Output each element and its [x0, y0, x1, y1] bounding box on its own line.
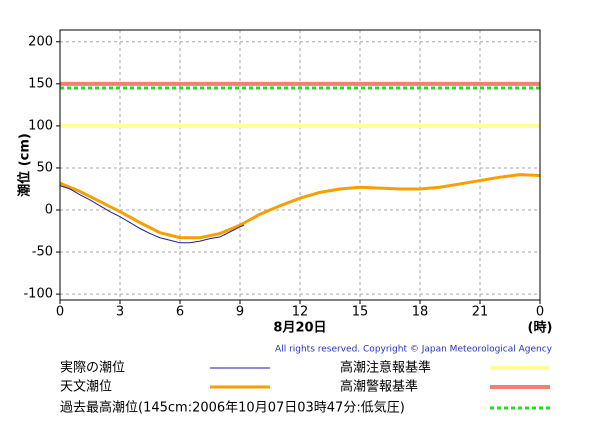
x-tick-label: 9 [236, 305, 244, 320]
x-tick-label: 0 [536, 305, 544, 320]
plot-border [59, 29, 541, 301]
legend-label: 高潮注意報基準 [340, 360, 431, 376]
x-tick-label: 0 [56, 305, 64, 320]
x-tick-label: 21 [472, 305, 489, 320]
x-tick-label: 6 [176, 305, 184, 320]
x-tick-label: 15 [352, 305, 369, 320]
y-axis-label: 潮位 (cm) [17, 133, 33, 197]
x-unit-label: (時) [528, 320, 553, 336]
legend-label: 過去最高潮位(145cm:2006年10月07日03時47分:低気圧) [60, 400, 405, 416]
legend-label: 天文潮位 [60, 380, 112, 395]
x-tick-label: 18 [412, 305, 429, 320]
y-tick-label: 200 [28, 34, 53, 49]
series-line [59, 185, 245, 244]
y-tick-label: 0 [45, 203, 53, 218]
series-line [59, 173, 541, 240]
y-tick-label: 50 [36, 160, 53, 175]
x-axis-label: 8月20日 [273, 321, 326, 336]
y-tick-label: -50 [32, 245, 53, 260]
legend-label: 高潮警報基準 [340, 379, 418, 395]
legend-label: 実際の潮位 [60, 360, 125, 376]
y-tick-label: 100 [28, 118, 53, 133]
x-tick-label: 12 [292, 305, 309, 320]
y-tick-label: -100 [23, 287, 53, 302]
copyright: All rights reserved. Copyright © Japan M… [275, 345, 553, 355]
y-tick-label: 150 [28, 76, 53, 91]
x-tick-label: 3 [116, 305, 124, 320]
